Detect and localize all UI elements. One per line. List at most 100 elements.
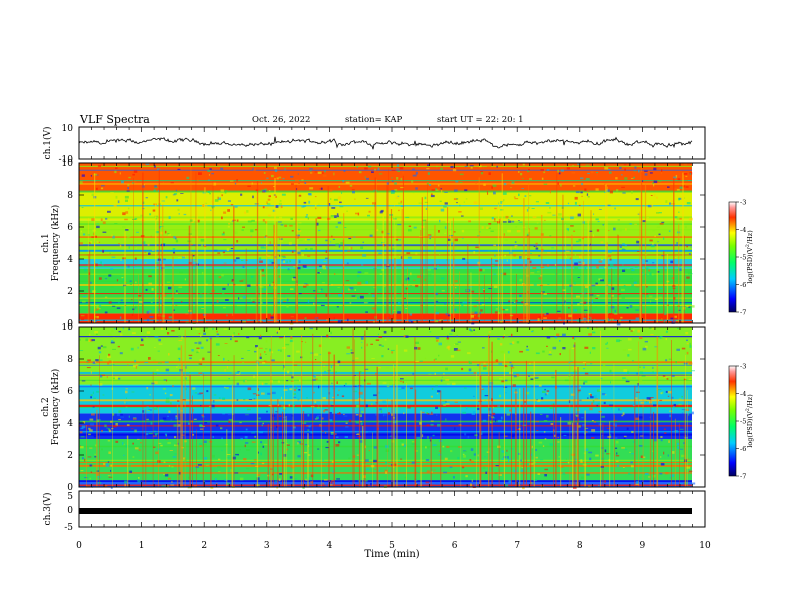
spec-speckle (317, 171, 322, 174)
spec-streak (681, 265, 683, 323)
spec-speckle (629, 223, 632, 225)
spec-speckle (268, 214, 271, 217)
spec-streak (401, 208, 403, 323)
spec-speckle (217, 197, 221, 201)
spec-speckle (618, 277, 621, 280)
spec-speckle (321, 417, 324, 420)
spec-speckle (386, 385, 390, 388)
spec-speckle (314, 204, 317, 208)
freq-tick-label: 10 (62, 159, 74, 169)
spec-speckle (282, 178, 285, 180)
spec-speckle (145, 197, 148, 199)
spec-speckle (619, 245, 622, 248)
spec-speckle (242, 362, 245, 365)
spec-speckle (227, 225, 230, 228)
spec-speckle (382, 382, 387, 384)
spec-speckle (447, 345, 451, 348)
spec-speckle (365, 404, 368, 408)
spec-speckle (345, 422, 348, 424)
spec-speckle (645, 267, 649, 270)
spec-speckle (148, 432, 153, 435)
spec-streak (606, 242, 608, 323)
spec-speckle (185, 366, 187, 369)
spec-speckle (566, 167, 570, 170)
spec-speckle (143, 184, 145, 186)
spec-speckle (248, 300, 250, 301)
spec-speckle (602, 364, 606, 367)
spec-speckle (472, 411, 476, 414)
spec-speckle (610, 263, 614, 267)
spec-speckle (397, 311, 401, 314)
spec-speckle (434, 372, 436, 375)
spec-speckle (203, 444, 207, 446)
spec-speckle (157, 252, 159, 255)
spec-speckle (563, 435, 567, 436)
spec-streak (86, 425, 87, 487)
spec-speckle (546, 336, 551, 339)
spec-speckle (217, 252, 221, 254)
spec-speckle (236, 382, 240, 386)
spec-speckle (543, 293, 547, 295)
spec-speckle (244, 211, 247, 214)
x-tick-label: 1 (139, 541, 145, 551)
spec-speckle (265, 178, 269, 181)
spec-speckle (488, 223, 492, 225)
spec-speckle (479, 231, 481, 233)
spec-speckle (444, 302, 446, 305)
spec-speckle (343, 385, 346, 387)
spec-speckle (353, 236, 356, 238)
spec-line (79, 420, 692, 423)
spec-speckle (246, 210, 249, 213)
spec-streak (498, 431, 500, 487)
spec-speckle (232, 220, 234, 222)
spec-speckle (265, 206, 269, 209)
spec-speckle (592, 347, 596, 350)
spec-speckle (191, 235, 193, 237)
spec-speckle (425, 481, 430, 484)
spec-speckle (384, 285, 386, 287)
spec-speckle (157, 168, 161, 171)
spec-speckle (678, 403, 682, 406)
spec-streak (386, 185, 388, 323)
spec-speckle (679, 268, 682, 271)
spec-speckle (313, 302, 315, 305)
ch2-spec-ylabel-freq: Frequency (kHz) (50, 369, 61, 446)
spec-speckle (528, 375, 531, 377)
spec-speckle (96, 225, 100, 229)
spec-speckle (108, 476, 113, 478)
spec-speckle (139, 301, 143, 304)
spec-speckle (281, 193, 286, 196)
spec-speckle (577, 277, 580, 278)
spec-streak (163, 264, 165, 323)
spec-speckle (149, 316, 154, 318)
spec-streak (685, 434, 687, 487)
spec-streak (212, 260, 214, 323)
spec-speckle (587, 327, 589, 329)
spec-speckle (595, 218, 599, 221)
spec-speckle (178, 335, 181, 337)
spec-speckle (551, 376, 555, 379)
spec-speckle (585, 319, 587, 322)
spec-speckle (329, 189, 333, 192)
spec-speckle (155, 262, 159, 264)
spec-speckle (94, 456, 97, 458)
spec-speckle (491, 186, 493, 189)
spec-speckle (303, 452, 308, 454)
spec-speckle (226, 366, 228, 369)
spec-speckle (534, 479, 537, 482)
spec-speckle (439, 219, 441, 223)
spec-speckle (651, 327, 655, 330)
spec-speckle (229, 320, 232, 322)
spec-speckle (389, 382, 393, 386)
spec-speckle (284, 409, 286, 412)
spec-speckle (546, 392, 549, 395)
spec-speckle (615, 436, 618, 440)
spec-speckle (602, 224, 604, 226)
spec-speckle (287, 268, 290, 271)
spec-speckle (581, 417, 584, 419)
spec-speckle (239, 372, 241, 374)
spec-speckle (612, 303, 614, 305)
spec-speckle (297, 249, 301, 252)
spec-speckle (137, 346, 139, 349)
